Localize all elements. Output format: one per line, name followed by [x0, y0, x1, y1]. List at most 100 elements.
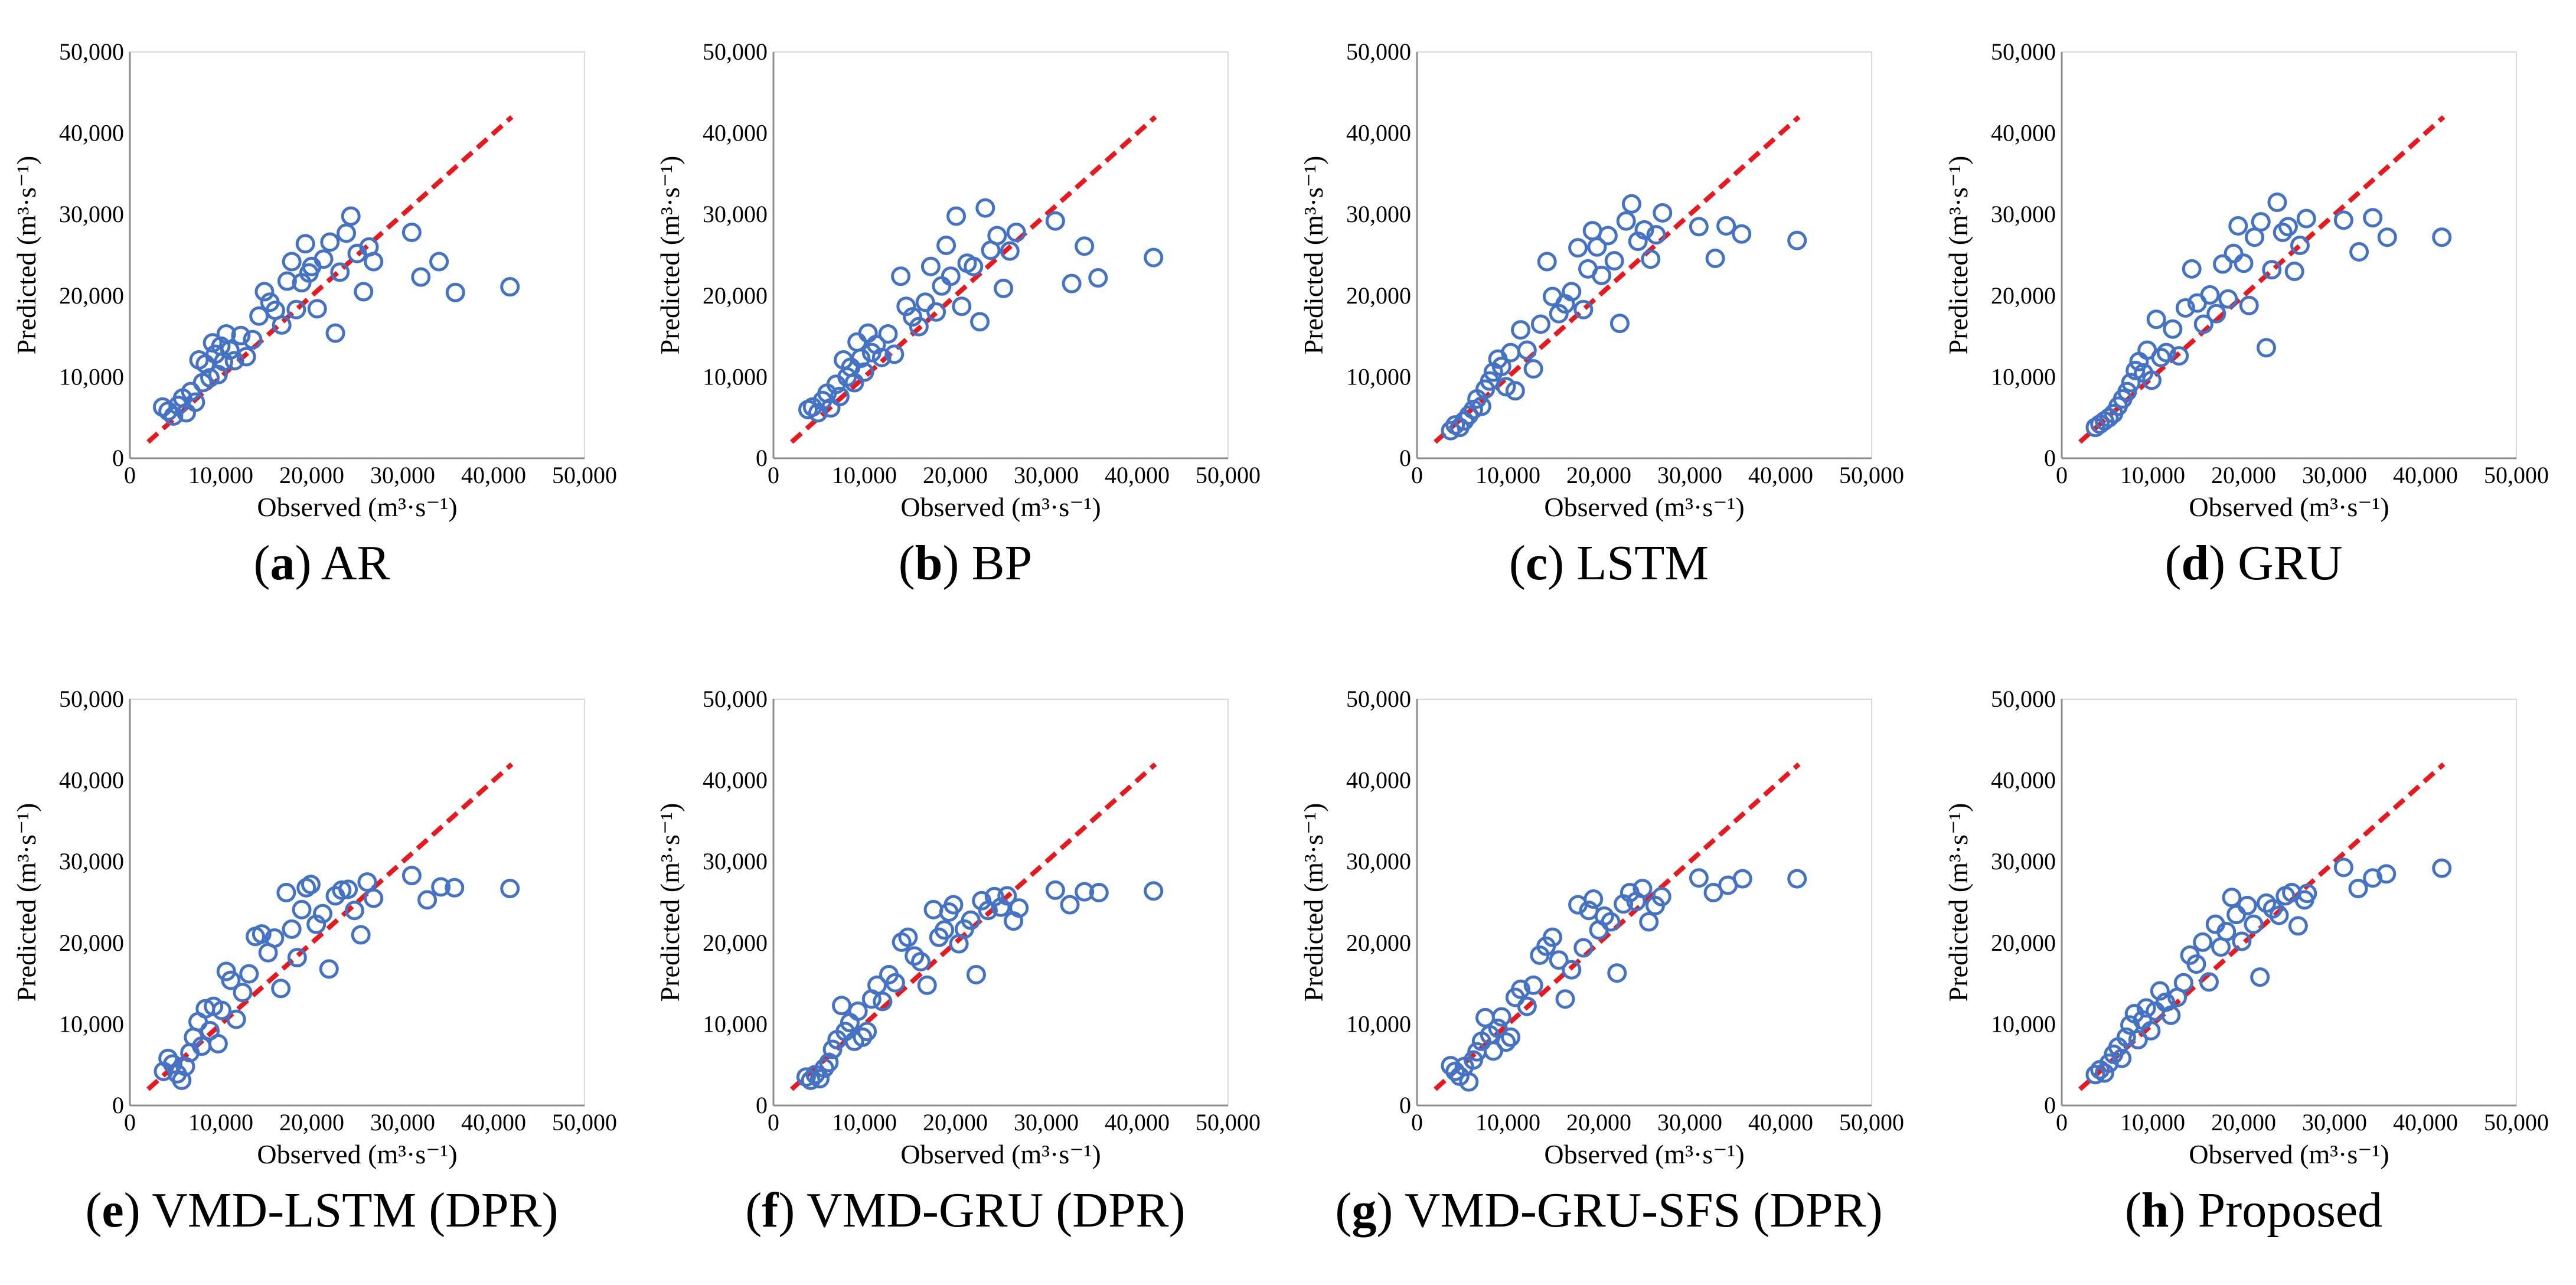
data-point	[1088, 268, 1108, 288]
data-point	[162, 1054, 182, 1074]
x-tick-label: 0	[1411, 1109, 1423, 1136]
y-tick-label: 50,000	[1346, 686, 1411, 712]
data-point	[1689, 868, 1709, 888]
data-point	[2126, 360, 2146, 380]
y-tick-label: 10,000	[59, 1010, 124, 1037]
data-point	[903, 307, 923, 327]
data-point	[445, 282, 465, 302]
y-tick-label: 30,000	[703, 848, 768, 875]
data-point	[2228, 216, 2248, 236]
data-point	[354, 282, 374, 302]
data-point	[1089, 882, 1109, 902]
scatter-chart-a: 00 10,000 10,000 20,000 20,000 30,000 30,000 40…	[11, 38, 617, 522]
data-point	[994, 278, 1014, 298]
x-tick-label: 30,000	[370, 1109, 435, 1136]
data-point	[952, 296, 972, 317]
chart-panel-f: 0 0 10,000 10,000 20,000 20,000 30,000 30,000 40…	[644, 647, 1287, 1285]
data-point	[2290, 235, 2310, 255]
y-tick-label: 10,000	[59, 363, 124, 390]
data-point	[1511, 320, 1531, 340]
data-point	[330, 262, 350, 282]
y-tick-label: 0	[112, 445, 124, 471]
data-point	[796, 1067, 816, 1087]
x-tick-label: 20,000	[1566, 462, 1631, 488]
data-point	[1006, 222, 1026, 242]
data-point	[858, 323, 878, 343]
panel-caption-method: GRU	[2238, 536, 2343, 591]
data-point	[314, 249, 334, 269]
data-point	[2222, 888, 2242, 908]
y-tick-label: 20,000	[703, 282, 768, 309]
reference-line	[790, 115, 1157, 444]
chart-panel-a: 0 0 10,000 10,000 20,000 20,000 30,000 30,000 40…	[0, 0, 644, 638]
data-point	[1592, 265, 1612, 285]
x-tick-label: 40,000	[1748, 462, 1813, 488]
y-tick-label: 40,000	[1991, 767, 2056, 794]
y-tick-label: 50,000	[59, 686, 124, 712]
data-point	[320, 232, 340, 252]
x-tick-label: 10,000	[188, 1109, 253, 1136]
data-point	[1549, 950, 1569, 970]
data-point	[1639, 912, 1659, 932]
data-point	[351, 925, 371, 945]
y-tick-label: 40,000	[1346, 767, 1411, 794]
panel-caption: (b) BP	[898, 536, 1033, 591]
data-point	[917, 975, 937, 995]
x-tick-label: 20,000	[2211, 462, 2276, 488]
data-point	[239, 964, 259, 984]
data-point	[1000, 241, 1020, 261]
data-point	[2151, 347, 2171, 367]
data-point	[1517, 340, 1537, 360]
data-point	[1537, 252, 1557, 272]
data-point	[851, 348, 871, 368]
data-point	[2141, 370, 2162, 390]
data-point	[1144, 247, 1164, 268]
panel-caption-method: VMD-GRU-SFS (DPR)	[1404, 1183, 1883, 1238]
data-point	[1609, 314, 1630, 334]
data-point	[2141, 1020, 2161, 1041]
y-tick-label: 40,000	[59, 120, 124, 146]
data-point	[1568, 238, 1588, 258]
data-point	[1587, 237, 1607, 257]
data-point	[2175, 298, 2195, 318]
y-tick-label: 20,000	[59, 282, 124, 309]
data-point	[822, 1039, 843, 1059]
x-axis-title: Observed (m³·s⁻¹)	[1544, 1139, 1744, 1169]
data-point	[2349, 242, 2369, 262]
data-point	[306, 914, 327, 934]
data-point	[2348, 879, 2368, 899]
data-point	[1496, 377, 1516, 397]
data-point	[1584, 889, 1604, 909]
y-tick-label: 20,000	[1991, 282, 2056, 309]
data-point	[1633, 879, 1653, 899]
data-point	[885, 973, 905, 993]
data-point	[848, 1001, 868, 1021]
y-tick-label: 20,000	[1346, 282, 1411, 309]
scatter-chart-c: 00 10,000 10,000 20,000 20,000 30,000 30,000 40…	[1298, 38, 1904, 522]
x-axis-title: Observed (m³·s⁻¹)	[900, 1139, 1101, 1169]
x-tick-label: 50,000	[1839, 462, 1904, 488]
x-tick-label: 10,000	[2120, 1109, 2185, 1136]
data-point	[2182, 259, 2202, 279]
data-point	[1787, 230, 1807, 250]
data-point	[2296, 208, 2316, 229]
panel-caption: (c) LSTM	[1509, 536, 1709, 591]
data-point	[1441, 420, 1461, 441]
data-point	[802, 397, 822, 417]
panel-caption-letter: a	[270, 536, 295, 591]
data-point	[307, 299, 327, 319]
panel-caption: (f) VMD-GRU (DPR)	[745, 1183, 1186, 1238]
data-point	[338, 879, 358, 899]
data-point	[319, 959, 339, 979]
x-tick-label: 10,000	[832, 462, 897, 488]
data-point	[271, 979, 291, 999]
data-point	[941, 266, 961, 286]
data-point	[2128, 1030, 2148, 1050]
y-axis-title: Predicted (m³·s⁻¹)	[11, 803, 41, 1002]
data-point	[357, 872, 377, 892]
data-point	[2094, 1063, 2114, 1083]
x-tick-label: 20,000	[923, 462, 988, 488]
y-tick-label: 40,000	[1991, 120, 2056, 146]
data-point	[987, 226, 1007, 246]
y-tick-label: 20,000	[1991, 929, 2056, 956]
